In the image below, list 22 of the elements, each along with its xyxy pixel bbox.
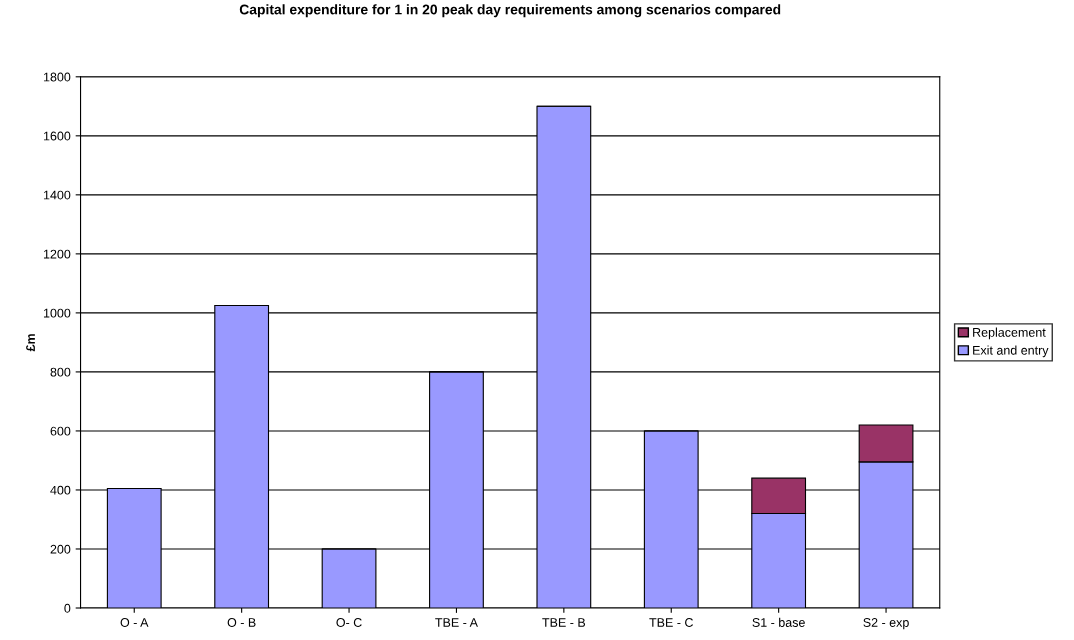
y-tick-label: 0 [64, 603, 71, 613]
x-tick-label: O - A [120, 618, 149, 627]
y-tick-label: 400 [50, 485, 71, 495]
y-axis-title: £m [26, 334, 35, 352]
y-tick-label: 1000 [43, 308, 71, 318]
x-tick-label: TBE - B [542, 618, 586, 627]
legend-label: Replacement [973, 327, 1046, 340]
y-tick-label: 800 [50, 367, 71, 377]
x-tick-label: TBE - A [435, 618, 478, 627]
y-tick-label: 200 [50, 544, 71, 554]
x-tick-label: TBE - C [649, 618, 693, 627]
y-tick-label: 1600 [43, 131, 71, 141]
y-tick-label: 1800 [43, 72, 71, 82]
chart-title: Capital expenditure for 1 in 20 peak day requirements among scenarios compared [239, 4, 781, 18]
x-tick-label: O - B [227, 618, 256, 627]
x-tick-label: O- C [336, 618, 362, 627]
y-tick-label: 1400 [43, 190, 71, 200]
x-tick-label: S2 - exp [863, 618, 909, 630]
y-tick-label: 1200 [43, 249, 71, 259]
x-tick-label: S1 - base [752, 617, 805, 627]
legend-label: Exit and entry [973, 345, 1049, 358]
y-tick-label: 600 [50, 426, 71, 436]
